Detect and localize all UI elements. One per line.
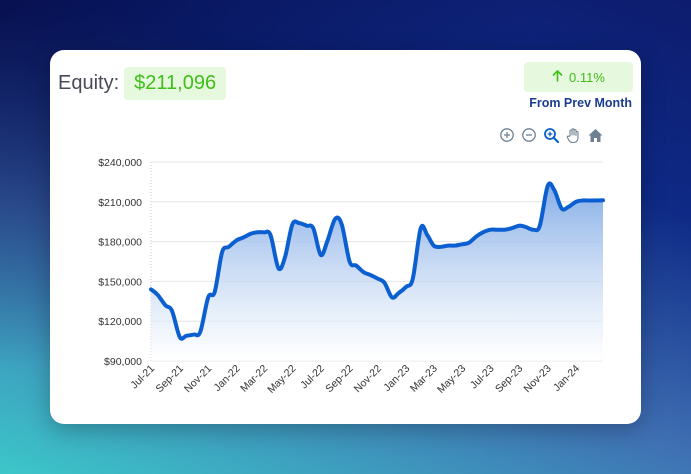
equity-card: Equity: $211,096 0.11% From Prev Month	[50, 50, 641, 424]
y-axis: $90,000 $120,000 $150,000 $180,000 $210,000 $…	[98, 157, 152, 368]
x-tick-label: Sep-21	[154, 363, 187, 396]
change-value: 0.11%	[569, 69, 605, 85]
y-tick-label: $210,000	[98, 197, 142, 209]
x-tick-label: Jan-23	[381, 363, 412, 394]
zoom-out-icon[interactable]	[520, 126, 538, 144]
equity-value: $211,096	[124, 67, 227, 100]
x-tick-label: Nov-21	[182, 363, 215, 396]
change-badge: 0.11%	[524, 62, 633, 92]
equity-summary: Equity: $211,096	[58, 67, 227, 100]
chart-toolbar	[498, 126, 604, 144]
y-tick-label: $90,000	[104, 356, 142, 368]
y-tick-label: $240,000	[98, 157, 142, 169]
y-tick-label: $180,000	[98, 237, 142, 249]
y-tick-label: $150,000	[98, 276, 142, 288]
x-tick-label: Nov-22	[352, 363, 385, 396]
x-tick-label: Nov-23	[521, 363, 554, 396]
x-tick-label: Sep-22	[323, 363, 356, 396]
change-caption: From Prev Month	[529, 96, 632, 110]
x-tick-label: Mar-22	[238, 363, 270, 395]
zoom-in-icon[interactable]	[498, 126, 516, 144]
equity-area-fill	[151, 183, 603, 361]
selection-zoom-icon[interactable]	[542, 126, 560, 144]
x-tick-label: Jan-24	[551, 363, 582, 394]
equity-line[interactable]	[149, 181, 605, 341]
equity-area-chart: $90,000 $120,000 $150,000 $180,000 $210,000 $…	[98, 157, 605, 396]
arrow-up-icon	[552, 69, 563, 85]
x-tick-label: Mar-23	[408, 363, 440, 395]
equity-label: Equity:	[58, 72, 120, 94]
x-tick-label: Jan-22	[211, 363, 242, 394]
x-tick-label: May-22	[265, 363, 298, 396]
y-tick-label: $120,000	[98, 316, 142, 328]
x-tick-label: Sep-23	[493, 363, 526, 396]
reset-home-icon[interactable]	[586, 126, 604, 144]
pan-hand-icon[interactable]	[564, 126, 582, 144]
x-tick-label: May-23	[435, 363, 468, 396]
